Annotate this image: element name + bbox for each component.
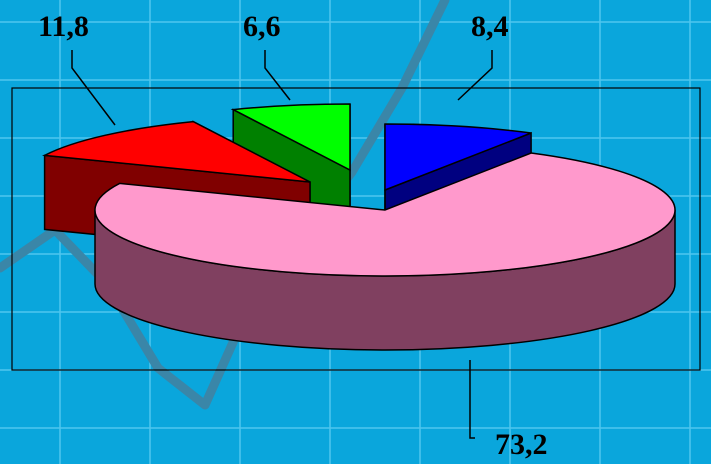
- leader-line-8-4: [457, 50, 493, 101]
- leader-line-73-2: [469, 360, 475, 439]
- data-label-slice-11-8: 11,8: [38, 10, 89, 43]
- data-label-slice-6-6: 6,6: [243, 10, 281, 43]
- pie-slice-73-2-top: [94, 152, 676, 277]
- data-label-slice-73-2: 73,2: [495, 428, 548, 461]
- pie-slice-6-6-top: [230, 103, 351, 172]
- leader-line-6-6: [264, 50, 291, 101]
- data-label-slice-8-4: 8,4: [471, 10, 509, 43]
- pie-slice-8-4-top: [384, 123, 532, 192]
- decorative-trend-line: [0, 0, 450, 410]
- pie-chart: [42, 103, 676, 351]
- data-labels: 73,2 11,8 6,6 8,4: [38, 10, 548, 461]
- pie-slice-73-2: [94, 152, 676, 351]
- plot-frame: [11, 87, 701, 371]
- leader-lines: [71, 50, 493, 439]
- leader-line-11-8: [71, 50, 116, 126]
- pie-slice-11-8-top: [42, 120, 311, 183]
